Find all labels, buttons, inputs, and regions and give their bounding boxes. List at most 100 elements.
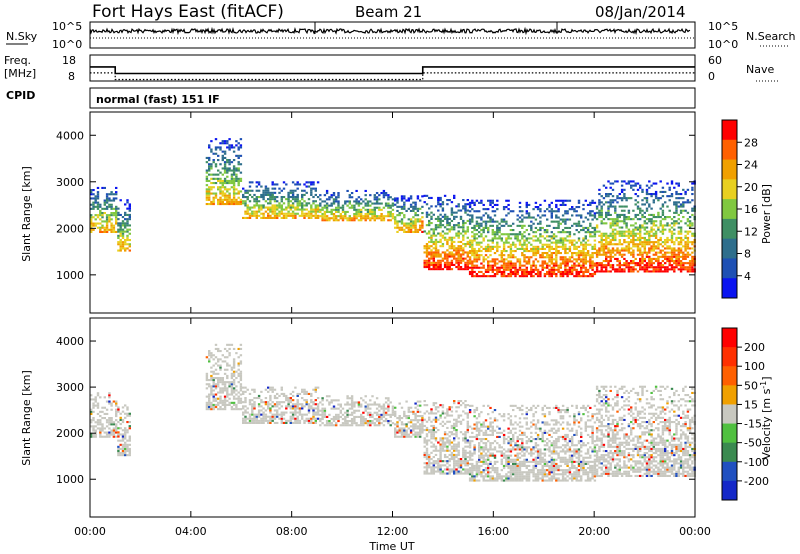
power-cell xyxy=(212,177,215,180)
power-cell xyxy=(462,234,465,237)
power-cell xyxy=(630,234,633,237)
power-cell xyxy=(591,214,594,217)
power-cell xyxy=(437,219,440,222)
power-cell xyxy=(289,208,292,211)
velocity-cell xyxy=(273,421,277,424)
velocity-cell xyxy=(228,364,231,367)
power-cell xyxy=(323,215,327,218)
velocity-cell xyxy=(210,379,213,382)
power-cell xyxy=(119,228,122,231)
velocity-cell xyxy=(210,356,213,359)
power-cell xyxy=(348,219,351,222)
velocity-cell xyxy=(210,406,213,409)
power-cell xyxy=(634,264,637,267)
power-cell xyxy=(430,249,433,252)
power-cell xyxy=(391,198,395,201)
power-cell xyxy=(403,201,406,204)
power-cell xyxy=(115,216,118,219)
power-cell xyxy=(682,253,685,256)
power-cell xyxy=(239,200,243,203)
colorbar-swatch xyxy=(722,120,737,141)
velocity-cell xyxy=(260,399,263,402)
velocity-cell xyxy=(262,413,265,416)
power-cell xyxy=(589,210,592,213)
power-cell xyxy=(620,226,624,229)
power-cell xyxy=(484,250,488,253)
velocity-cell xyxy=(425,447,429,450)
power-cell xyxy=(636,249,640,252)
power-cell xyxy=(675,255,678,258)
power-cell xyxy=(639,224,642,227)
power-cell xyxy=(582,229,585,232)
velocity-cell xyxy=(434,470,438,473)
power-cell xyxy=(478,201,481,204)
velocity-cell xyxy=(103,431,106,434)
power-cell xyxy=(605,201,608,204)
power-cell xyxy=(491,260,494,263)
power-cell xyxy=(475,199,479,202)
velocity-cell xyxy=(101,417,104,420)
power-cell xyxy=(600,209,603,212)
power-cell xyxy=(453,257,456,260)
power-cell xyxy=(491,231,494,234)
power-cell xyxy=(235,179,238,182)
power-cell xyxy=(534,258,538,261)
power-cell xyxy=(462,259,465,262)
power-cell xyxy=(539,222,542,225)
power-cell xyxy=(459,266,463,269)
power-cell xyxy=(625,226,628,229)
power-cell xyxy=(253,210,256,213)
power-cell xyxy=(675,211,678,214)
power-cell xyxy=(636,232,640,235)
velocity-cell xyxy=(235,397,238,400)
power-cell xyxy=(303,204,306,207)
velocity-cell xyxy=(453,462,456,465)
power-cell xyxy=(450,201,454,204)
power-cell xyxy=(294,183,297,186)
power-cell xyxy=(421,212,424,215)
velocity-cell xyxy=(260,413,263,416)
power-cell xyxy=(571,264,574,267)
velocity-cell xyxy=(450,441,454,444)
power-cell xyxy=(110,199,113,202)
power-cell xyxy=(484,268,488,271)
velocity-cell xyxy=(205,401,209,404)
power-cell xyxy=(652,220,655,223)
velocity-cell xyxy=(414,423,417,426)
velocity-cell xyxy=(387,405,390,408)
power-cell xyxy=(541,256,544,259)
power-cell xyxy=(573,275,576,278)
power-cell xyxy=(378,215,381,218)
power-cell xyxy=(607,180,610,183)
velocity-cell xyxy=(373,424,376,427)
velocity-cell xyxy=(112,427,116,430)
velocity-cell xyxy=(217,372,220,375)
velocity-cell xyxy=(255,421,258,424)
power-cell xyxy=(509,250,513,253)
power-cell xyxy=(471,220,474,223)
power-cell xyxy=(396,201,399,204)
power-cell xyxy=(339,206,342,209)
power-cell xyxy=(235,200,238,203)
power-cell xyxy=(205,161,209,164)
velocity-cell xyxy=(432,456,435,459)
power-cell xyxy=(208,196,211,199)
power-cell xyxy=(568,266,572,269)
power-cell xyxy=(373,219,376,222)
power-cell xyxy=(126,243,129,246)
power-cell xyxy=(586,260,590,263)
power-cell xyxy=(468,262,472,265)
power-cell xyxy=(521,237,524,240)
power-cell xyxy=(564,264,567,267)
power-cell xyxy=(232,171,236,174)
velocity-cell xyxy=(267,403,270,406)
velocity-cell xyxy=(223,360,227,363)
power-cell xyxy=(496,229,499,232)
power-cell xyxy=(584,260,587,263)
power-cell xyxy=(657,270,660,273)
power-cell xyxy=(230,186,234,189)
velocity-cell xyxy=(425,410,429,413)
power-cell xyxy=(654,195,658,198)
velocity-cell xyxy=(453,472,456,475)
